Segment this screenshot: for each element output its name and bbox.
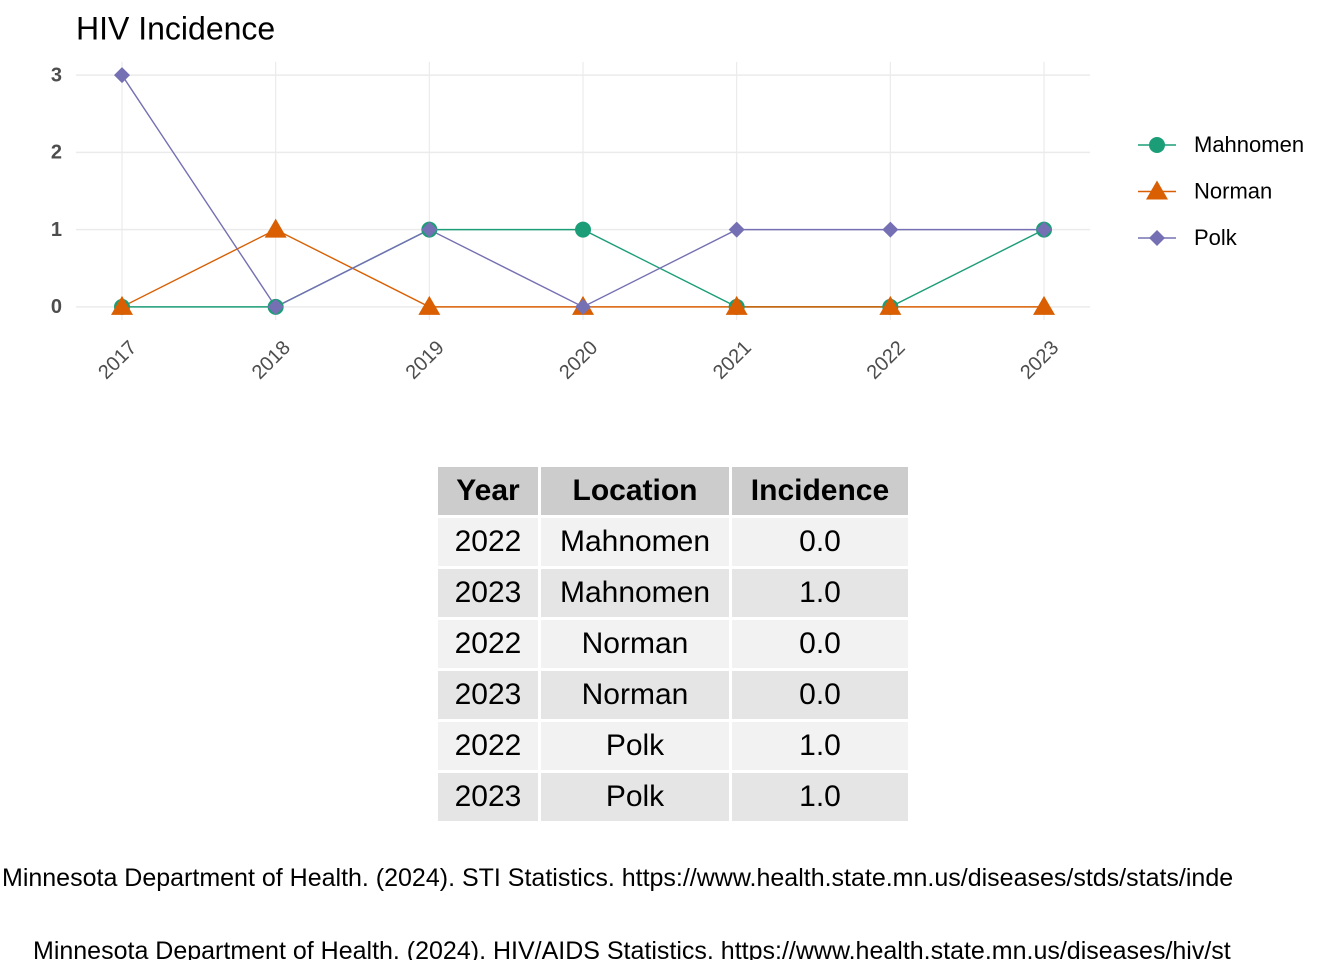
table-cell: 2023	[438, 566, 541, 620]
table-cell: 2022	[438, 617, 541, 671]
point	[114, 67, 130, 84]
chart-title: HIV Incidence	[76, 10, 275, 46]
point	[728, 221, 745, 238]
legend-marker	[1146, 180, 1168, 200]
point	[1033, 295, 1056, 315]
table-cell: 1.0	[729, 770, 908, 824]
point	[575, 221, 592, 238]
y-tick-label: 1	[51, 219, 62, 241]
table-row: 2022 Norman 0.0	[438, 617, 908, 671]
table-cell: 1.0	[729, 719, 908, 773]
header-cell: Incidence	[729, 464, 908, 518]
table-cell: 2022	[438, 719, 541, 773]
point	[267, 298, 284, 315]
point	[418, 295, 441, 315]
table-cell: 2023	[438, 668, 541, 722]
table-cell: 2023	[438, 770, 541, 824]
table-row: 2022 Mahnomen 0.0	[438, 515, 908, 569]
table-cell: Mahnomen	[538, 515, 732, 569]
citation: Minnesota Department of Health. (2024). …	[2, 864, 1234, 892]
legend-label: Polk	[1194, 225, 1238, 250]
table-cell: 0.0	[729, 668, 908, 722]
table-row: 2023 Mahnomen 1.0	[438, 566, 908, 620]
table-cell: Polk	[538, 770, 732, 824]
point	[575, 298, 592, 315]
point	[879, 295, 902, 315]
table-cell: 0.0	[729, 617, 908, 671]
header-cell: Location	[538, 464, 732, 518]
y-tick-label: 3	[51, 64, 62, 86]
legend-label: Mahnomen	[1194, 132, 1304, 157]
header-row: Year Location Incidence	[438, 464, 908, 518]
table-cell: Norman	[538, 668, 732, 722]
legend-marker	[1149, 230, 1165, 246]
x-tick-label: 2017	[94, 337, 141, 384]
y-tick-label: 0	[51, 296, 62, 318]
table-row: 2022 Polk 1.0	[438, 719, 908, 773]
table-cell: 0.0	[729, 515, 908, 569]
point	[1036, 221, 1053, 238]
table-cell: Polk	[538, 719, 732, 773]
point	[725, 295, 748, 315]
x-tick-label: 2018	[248, 337, 295, 384]
header-cell: Year	[438, 464, 541, 518]
table-cell: 2022	[438, 515, 541, 569]
table-row: 2023 Norman 0.0	[438, 668, 908, 722]
point	[882, 221, 899, 238]
x-tick-label: 2021	[709, 337, 756, 384]
citation: Minnesota Department of Health. (2024). …	[33, 937, 1231, 960]
point	[421, 221, 438, 238]
table-cell: 1.0	[729, 566, 908, 620]
x-tick-label: 2019	[402, 337, 449, 384]
table-cell: Norman	[538, 617, 732, 671]
x-tick-label: 2020	[555, 337, 602, 384]
chart: HIV Incidence 0 1 2 3 2017 2018 2019 2020 2021 20…	[51, 10, 1304, 384]
y-tick-label: 2	[51, 142, 62, 164]
x-tick-label: 2023	[1016, 337, 1063, 384]
point	[264, 218, 287, 238]
point	[111, 295, 133, 315]
table-row: 2023 Polk 1.0	[438, 770, 908, 824]
legend-label: Norman	[1194, 178, 1272, 203]
table-cell: Mahnomen	[538, 566, 732, 620]
data-table: Year Location Incidence 2022 Mahnomen 0.0 202…	[438, 464, 908, 824]
legend-marker	[1149, 137, 1165, 153]
x-tick-label: 2022	[863, 337, 910, 384]
